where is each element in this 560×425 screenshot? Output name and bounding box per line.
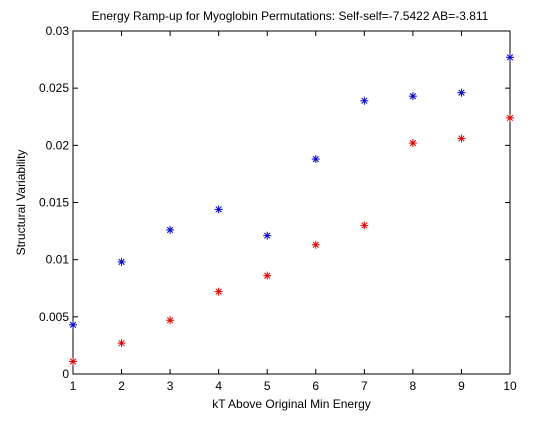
- y-tick-label: 0.01: [46, 253, 70, 267]
- x-tick-label: 5: [264, 379, 271, 393]
- y-tick-label: 0.005: [39, 310, 69, 324]
- x-axis-label: kT Above Original Min Energy: [212, 397, 371, 411]
- y-tick-label: 0.02: [46, 138, 70, 152]
- data-point-series-1: [214, 205, 223, 214]
- x-tick-label: 7: [361, 379, 368, 393]
- x-tick-label: 4: [215, 379, 222, 393]
- chart-title: Energy Ramp-up for Myoglobin Permutation…: [92, 9, 489, 23]
- data-point-series-2: [69, 357, 77, 366]
- data-point-series-2: [506, 113, 514, 122]
- data-point-series-1: [69, 320, 77, 329]
- data-point-series-1: [311, 155, 320, 164]
- x-tick-label: 2: [118, 379, 125, 393]
- data-point-series-2: [457, 134, 466, 143]
- data-point-series-2: [166, 316, 175, 325]
- data-point-series-2: [263, 271, 272, 280]
- x-tick-label: 3: [167, 379, 174, 393]
- y-tick-label: 0.03: [46, 24, 70, 38]
- data-points: [69, 53, 514, 366]
- data-point-series-1: [117, 257, 126, 266]
- data-point-series-2: [117, 339, 126, 348]
- data-point-series-2: [214, 287, 223, 296]
- x-tick-label: 9: [458, 379, 465, 393]
- data-point-series-1: [263, 231, 272, 240]
- y-tick-label: 0: [62, 367, 69, 381]
- y-tick-label: 0.015: [39, 196, 69, 210]
- data-point-series-1: [408, 92, 417, 101]
- axis-tick-labels: 1 2 3 4 5 6 7 8 9 10 0 0.005 0.01 0.015 0.02 0.025 0.03: [39, 24, 517, 393]
- data-point-series-1: [506, 53, 514, 62]
- x-tick-label: 1: [70, 379, 77, 393]
- y-axis-label: Structural Variability: [14, 150, 28, 256]
- x-tick-label: 8: [410, 379, 417, 393]
- data-point-series-2: [408, 139, 417, 148]
- data-point-series-2: [311, 240, 320, 249]
- data-point-series-1: [360, 96, 369, 105]
- x-tick-label: 10: [503, 379, 517, 393]
- data-point-series-1: [166, 225, 175, 234]
- plot-area: [72, 30, 511, 375]
- y-tick-label: 0.025: [39, 81, 69, 95]
- data-point-series-1: [457, 88, 466, 97]
- axis-ticks: [72, 30, 511, 375]
- data-point-series-2: [360, 221, 369, 230]
- x-tick-label: 6: [312, 379, 319, 393]
